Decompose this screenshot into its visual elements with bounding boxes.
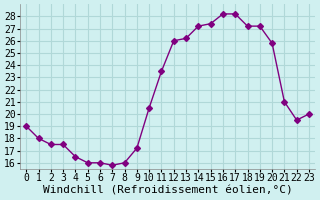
X-axis label: Windchill (Refroidissement éolien,°C): Windchill (Refroidissement éolien,°C)	[43, 186, 292, 196]
